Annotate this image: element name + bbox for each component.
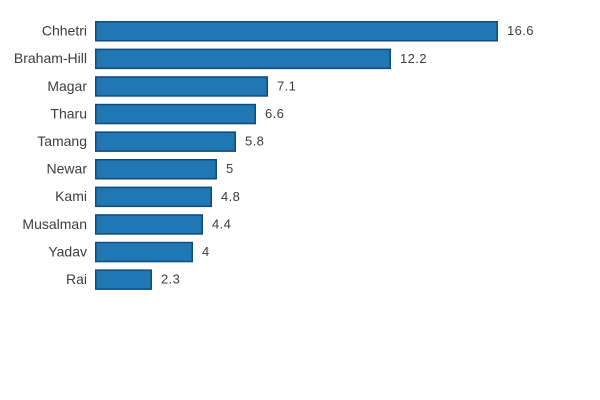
svg-text:Kami: Kami <box>55 188 87 204</box>
svg-text:7.1: 7.1 <box>277 78 296 93</box>
svg-text:Chhetri: Chhetri <box>42 23 87 39</box>
svg-text:Magar: Magar <box>47 78 87 94</box>
svg-text:12.2: 12.2 <box>400 51 427 66</box>
svg-text:2.3: 2.3 <box>161 272 180 287</box>
svg-text:5: 5 <box>226 161 234 176</box>
svg-text:Tamang: Tamang <box>37 133 87 149</box>
svg-text:Rai: Rai <box>66 271 87 287</box>
svg-text:Yadav: Yadav <box>48 243 87 259</box>
svg-text:Braham-Hill: Braham-Hill <box>14 50 87 66</box>
svg-text:6.6: 6.6 <box>265 106 284 121</box>
svg-text:Newar: Newar <box>47 161 88 177</box>
svg-text:4.4: 4.4 <box>212 216 231 231</box>
svg-text:4: 4 <box>202 244 210 259</box>
svg-text:4.8: 4.8 <box>221 189 240 204</box>
svg-text:5.8: 5.8 <box>245 134 264 149</box>
svg-text:16.6: 16.6 <box>507 23 534 38</box>
svg-text:Musalman: Musalman <box>22 216 87 232</box>
svg-text:Tharu: Tharu <box>50 105 87 121</box>
